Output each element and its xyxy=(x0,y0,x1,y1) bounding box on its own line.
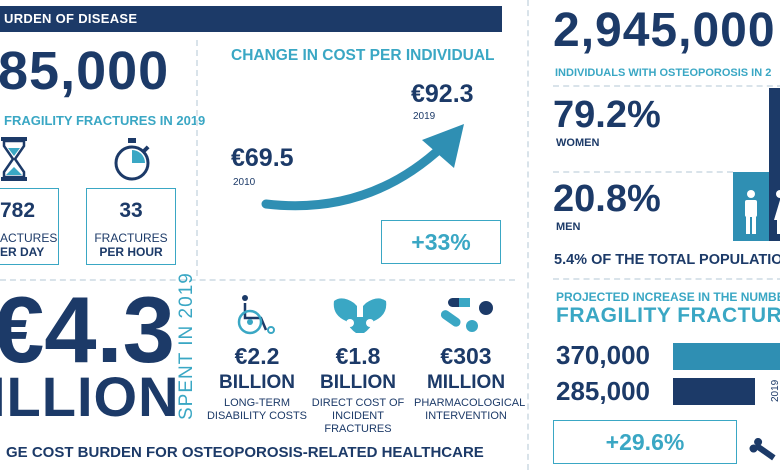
wheelchair-icon xyxy=(237,295,275,335)
projection-value-1: 370,000 xyxy=(556,340,650,370)
spend-item-desc-2c: FRACTURES xyxy=(324,423,392,435)
woman-icon xyxy=(774,190,780,234)
osteo-big-number: 2,945,000 xyxy=(553,4,776,57)
spend-item-value-3: €303 xyxy=(440,343,492,369)
pills-icon xyxy=(440,298,493,332)
cost-end-year: 2019 xyxy=(413,111,436,122)
header-title: URDEN OF DISEASE xyxy=(4,11,138,26)
spend-item-unit-3: MILLION xyxy=(426,372,506,393)
spend-item-desc-2b: INCIDENT xyxy=(332,410,384,422)
divider xyxy=(553,171,733,173)
fractures-per-day-line1: ACTURES xyxy=(0,231,58,245)
divider xyxy=(196,40,198,276)
men-percent: 20.8% xyxy=(553,178,661,220)
divider xyxy=(0,279,515,281)
spend-item-unit-1: BILLION xyxy=(219,372,295,393)
spend-item-desc-2a: DIRECT COST OF xyxy=(311,397,405,409)
projection-title: PROJECTED INCREASE IN THE NUMBER xyxy=(556,290,780,304)
spend-item-desc-3a: PHARMACOLOGICAL xyxy=(414,397,526,409)
cost-end-value: €92.3 xyxy=(411,80,474,108)
cost-change-box xyxy=(381,220,501,264)
fractures-big-number: 85,000 xyxy=(0,41,170,101)
fractures-per-hour-line1: FRACTURES xyxy=(94,231,168,245)
fractures-per-hour-line2: PER HOUR xyxy=(99,245,163,259)
divider xyxy=(553,278,780,280)
pelvis-icon xyxy=(333,298,387,333)
osteo-subtitle: INDIVIDUALS WITH OSTEOPOROSIS IN 2 xyxy=(555,67,772,79)
fractures-subtitle: FRAGILITY FRACTURES IN 2019 xyxy=(4,113,206,128)
cost-start-year: 2010 xyxy=(233,177,256,188)
hourglass-icon xyxy=(1,137,27,181)
projection-value-2: 285,000 xyxy=(556,376,650,406)
projection-change-percent: +29.6% xyxy=(605,429,685,455)
fractures-per-day-box xyxy=(0,188,59,265)
projection-change-box xyxy=(553,420,737,464)
men-label: MEN xyxy=(556,221,581,233)
projection-bar-2 xyxy=(673,378,756,405)
spend-item-unit-2: BILLION xyxy=(320,372,396,393)
growth-arrow xyxy=(261,124,464,211)
spend-item-desc-1b: DISABILITY COSTS xyxy=(206,410,308,422)
spend-year-label: SPENT IN 2019 xyxy=(176,272,197,420)
projection-title-2: FRAGILITY FRACTUR xyxy=(556,304,780,327)
women-label: WOMEN xyxy=(556,137,600,149)
fractures-per-hour-box xyxy=(86,188,176,265)
women-percent: 79.2% xyxy=(553,94,661,136)
header-bar xyxy=(0,6,502,32)
population-text: 5.4% OF THE TOTAL POPULATIO xyxy=(554,252,780,268)
spend-unit: ILLION xyxy=(0,365,180,428)
spend-item-desc-3b: INTERVENTION xyxy=(425,410,507,422)
spend-amount: €4.3 xyxy=(0,277,175,382)
bone-icon xyxy=(749,437,776,461)
divider xyxy=(553,85,780,87)
cost-start-value: €69.5 xyxy=(231,144,294,172)
cost-change-title: CHANGE IN COST PER INDIVIDUAL xyxy=(231,47,495,64)
fractures-per-day-line2: ER DAY xyxy=(0,245,45,259)
cost-change-percent: +33% xyxy=(411,229,471,255)
divider xyxy=(527,0,529,470)
women-bar xyxy=(769,88,780,241)
spend-item-desc-1a: LONG-TERM xyxy=(224,397,290,409)
fractures-per-day-value: 782 xyxy=(0,199,36,222)
spend-item-value-2: €1.8 xyxy=(335,343,381,369)
man-icon xyxy=(745,190,757,234)
projection-year: 2019 xyxy=(770,379,780,402)
fractures-per-hour-value: 33 xyxy=(119,199,143,222)
spend-item-value-1: €2.2 xyxy=(234,343,280,369)
projection-bar-1 xyxy=(673,343,780,370)
stopwatch-icon xyxy=(114,138,150,181)
spend-footer: GE COST BURDEN FOR OSTEOPOROSIS-RELATED … xyxy=(6,444,484,461)
